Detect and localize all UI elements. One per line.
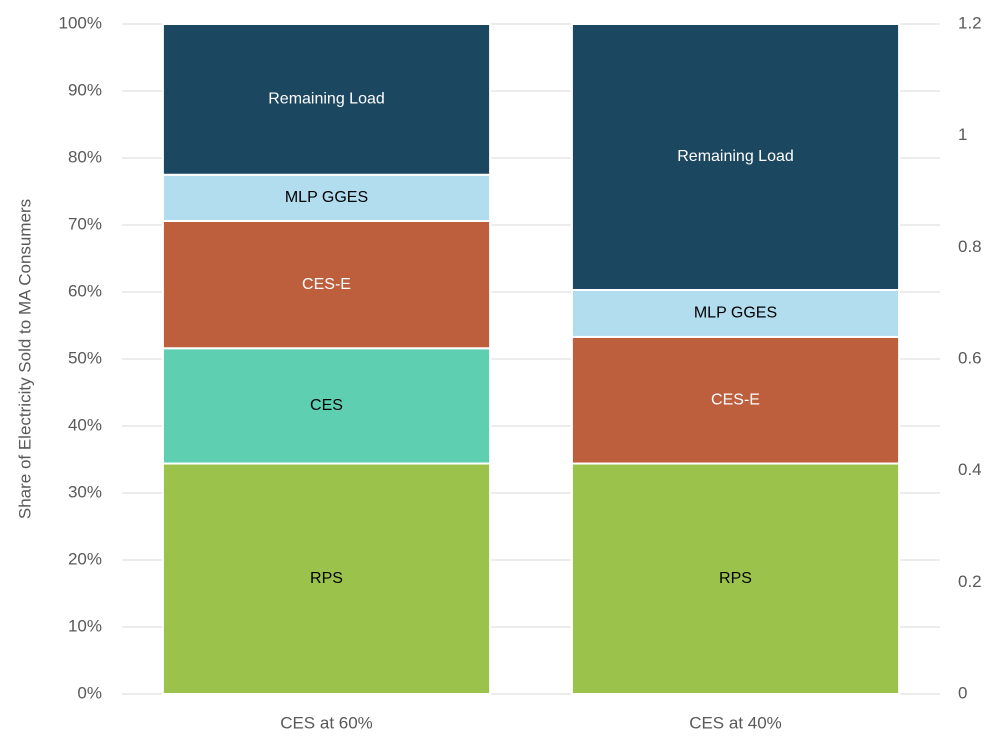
bar-segment xyxy=(570,462,901,695)
y-tick-label: 40% xyxy=(68,415,102,434)
y2-tick-label: 1.2 xyxy=(958,13,982,32)
y2-tick-label: 0 xyxy=(958,683,967,702)
bar-segment xyxy=(161,173,492,222)
y-tick-label: 80% xyxy=(68,147,102,166)
y2-tick-label: 0.2 xyxy=(958,572,982,591)
bar-segment xyxy=(161,23,492,176)
bar-segment xyxy=(161,347,492,465)
y-tick-label: 30% xyxy=(68,482,102,501)
bar-segment xyxy=(570,23,901,291)
segment-label: CES xyxy=(310,397,343,414)
segment-label: CES-E xyxy=(302,276,351,293)
y2-tick-label: 0.4 xyxy=(958,460,982,479)
y2-tick-label: 0.6 xyxy=(958,348,982,367)
segment-label: RPS xyxy=(719,570,752,587)
x-tick-label: CES at 40% xyxy=(689,713,782,732)
y-tick-label: 100% xyxy=(59,13,102,32)
y-tick-label: 60% xyxy=(68,281,102,300)
y-tick-label: 90% xyxy=(68,80,102,99)
y-tick-label: 70% xyxy=(68,214,102,233)
y-axis-label: Share of Electricity Sold to MA Consumer… xyxy=(15,199,34,519)
segment-label: CES-E xyxy=(711,391,760,408)
segment-label: MLP GGES xyxy=(285,189,368,206)
segment-label: RPS xyxy=(310,570,343,587)
y-tick-label: 0% xyxy=(77,683,102,702)
bar-segment xyxy=(570,335,901,465)
segment-label: MLP GGES xyxy=(694,305,777,322)
segment-label: Remaining Load xyxy=(268,91,385,108)
segment-label: Remaining Load xyxy=(677,148,794,165)
x-tick-label: CES at 60% xyxy=(280,713,373,732)
y-tick-label: 20% xyxy=(68,549,102,568)
y2-tick-label: 1 xyxy=(958,125,967,144)
y-tick-label: 50% xyxy=(68,348,102,367)
bar-segment xyxy=(161,462,492,695)
y-tick-label: 10% xyxy=(68,616,102,635)
y2-tick-label: 0.8 xyxy=(958,237,982,256)
bar-segment xyxy=(161,219,492,350)
